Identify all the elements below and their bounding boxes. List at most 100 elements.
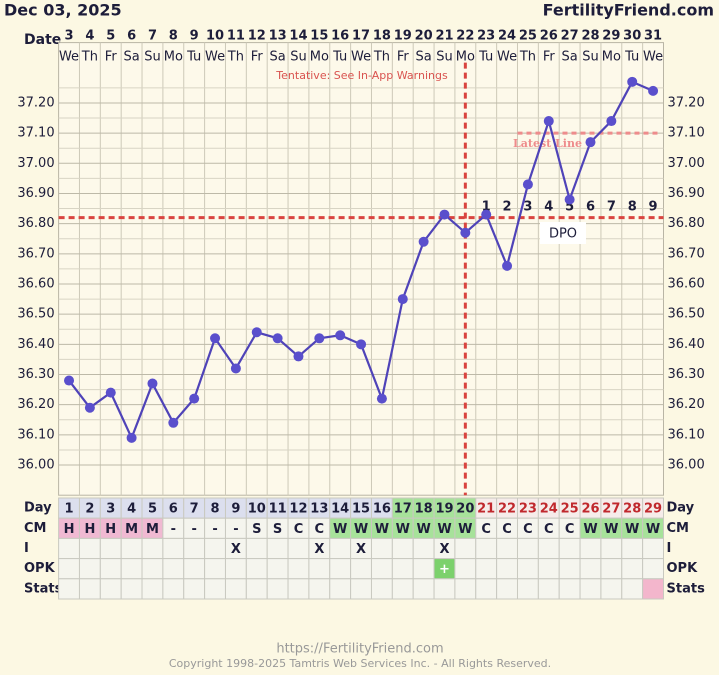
date-label: 21 [435,29,453,44]
intercourse-cell [141,537,164,560]
opk-value: + [439,562,450,577]
intercourse-cell [245,537,268,560]
opk-cell [183,558,206,580]
intercourse-cell [58,537,80,560]
temperature-point [648,85,659,96]
temperature-point [543,116,554,127]
temperature-point [84,402,95,413]
weekday-label: Sa [562,50,578,65]
day-value: 10 [248,502,266,517]
temperature-point [147,378,158,389]
opk-cell [475,558,498,580]
opk-cell [245,558,268,580]
opk-cell [266,558,289,580]
stats-cell [162,578,185,600]
weekday-label: Fr [397,50,410,65]
day-value: 18 [415,502,433,517]
day-row-label: Day [24,501,52,516]
intercourse-cell [475,537,498,560]
cm-value: W [416,522,430,537]
date-label: 16 [331,29,349,44]
day-value: 24 [540,502,558,517]
cm-value: W [646,522,660,537]
intercourse-cell [391,537,414,560]
stats-cell [329,578,352,600]
stats-cell [496,578,518,600]
day-value: 26 [581,502,599,517]
y-tick-label: 36.70 [17,246,54,261]
weekday-label: Tu [332,50,347,65]
stats-cell [579,578,602,600]
opk-cell [329,558,352,580]
dpo-number: 1 [482,200,491,215]
date-label: 18 [373,29,391,44]
weekday-label: Tu [624,50,639,65]
stats-cell [537,578,560,600]
date-label: 25 [519,29,537,44]
temperature-point [522,179,533,190]
intercourse-row-label: I [24,541,29,556]
temperature-point [481,209,492,220]
cm-value: H [64,522,75,537]
y-tick-label-right: 36.00 [668,458,705,473]
cm-value: C [481,522,491,537]
cm-value: W [458,522,472,537]
cm-value: C [544,522,554,537]
temperature-point [564,194,575,205]
temperature-point [397,294,408,305]
stats-cell [245,578,268,600]
weekday-label: Tu [186,50,201,65]
annotation: Tentative: See In-App Warnings [275,69,448,82]
weekday-label: Th [81,50,98,65]
date-label: 6 [127,29,136,44]
cm-value: - [212,522,217,537]
opk-cell [454,558,477,580]
stats-cell [183,578,206,600]
cm-value: W [354,522,368,537]
stats-cell [558,578,581,600]
day-value: 12 [289,502,307,517]
temperature-point [502,260,513,271]
date-label: 24 [498,29,516,44]
opk-cell [600,558,623,580]
weekday-label: Su [436,50,453,65]
stats-cell [308,578,331,600]
date-label: 26 [540,29,558,44]
temperature-point [585,137,596,148]
day-value: 19 [435,502,453,517]
intercourse-value: X [356,542,366,557]
day-value: 9 [231,502,240,517]
date-label: 11 [227,29,245,44]
weekday-label: Tu [478,50,493,65]
intercourse-cell [162,537,185,560]
intercourse-cell [78,537,101,560]
copyright: Copyright 1998-2025 Tamtris Web Services… [169,657,551,670]
cm-value: C [523,522,533,537]
stats-cell [99,578,122,600]
opk-cell [204,558,226,580]
opk-cell [391,558,414,580]
date-label: Date [24,32,61,48]
day-value: 28 [623,502,641,517]
stats-row-label: Stats [24,581,63,596]
stats-row-label-right: Stats [667,581,706,596]
y-tick-label: 36.10 [17,427,54,442]
date-label: 5 [106,29,115,44]
stats-cell [642,578,664,600]
opk-cell [558,558,581,580]
y-tick-label-right: 36.90 [668,186,705,201]
intercourse-value: X [231,542,241,557]
intercourse-cell [370,537,393,560]
dpo-box [540,222,586,244]
date-label: 15 [310,29,328,44]
day-value: 21 [477,502,495,517]
stats-cell [78,578,101,600]
intercourse-cell [99,537,122,560]
y-tick-label: 36.30 [17,367,54,382]
opk-cell [642,558,664,580]
intercourse-value: X [439,542,449,557]
cm-value: W [583,522,597,537]
day-value: 13 [310,502,328,517]
date-label: 14 [289,29,307,44]
